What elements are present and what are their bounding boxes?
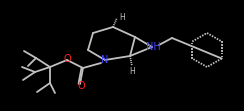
Text: O: O (77, 81, 85, 91)
Text: H: H (119, 13, 125, 22)
Text: O: O (63, 54, 71, 64)
Text: H: H (129, 66, 135, 75)
Text: N: N (101, 55, 109, 65)
Text: NH: NH (146, 42, 160, 52)
